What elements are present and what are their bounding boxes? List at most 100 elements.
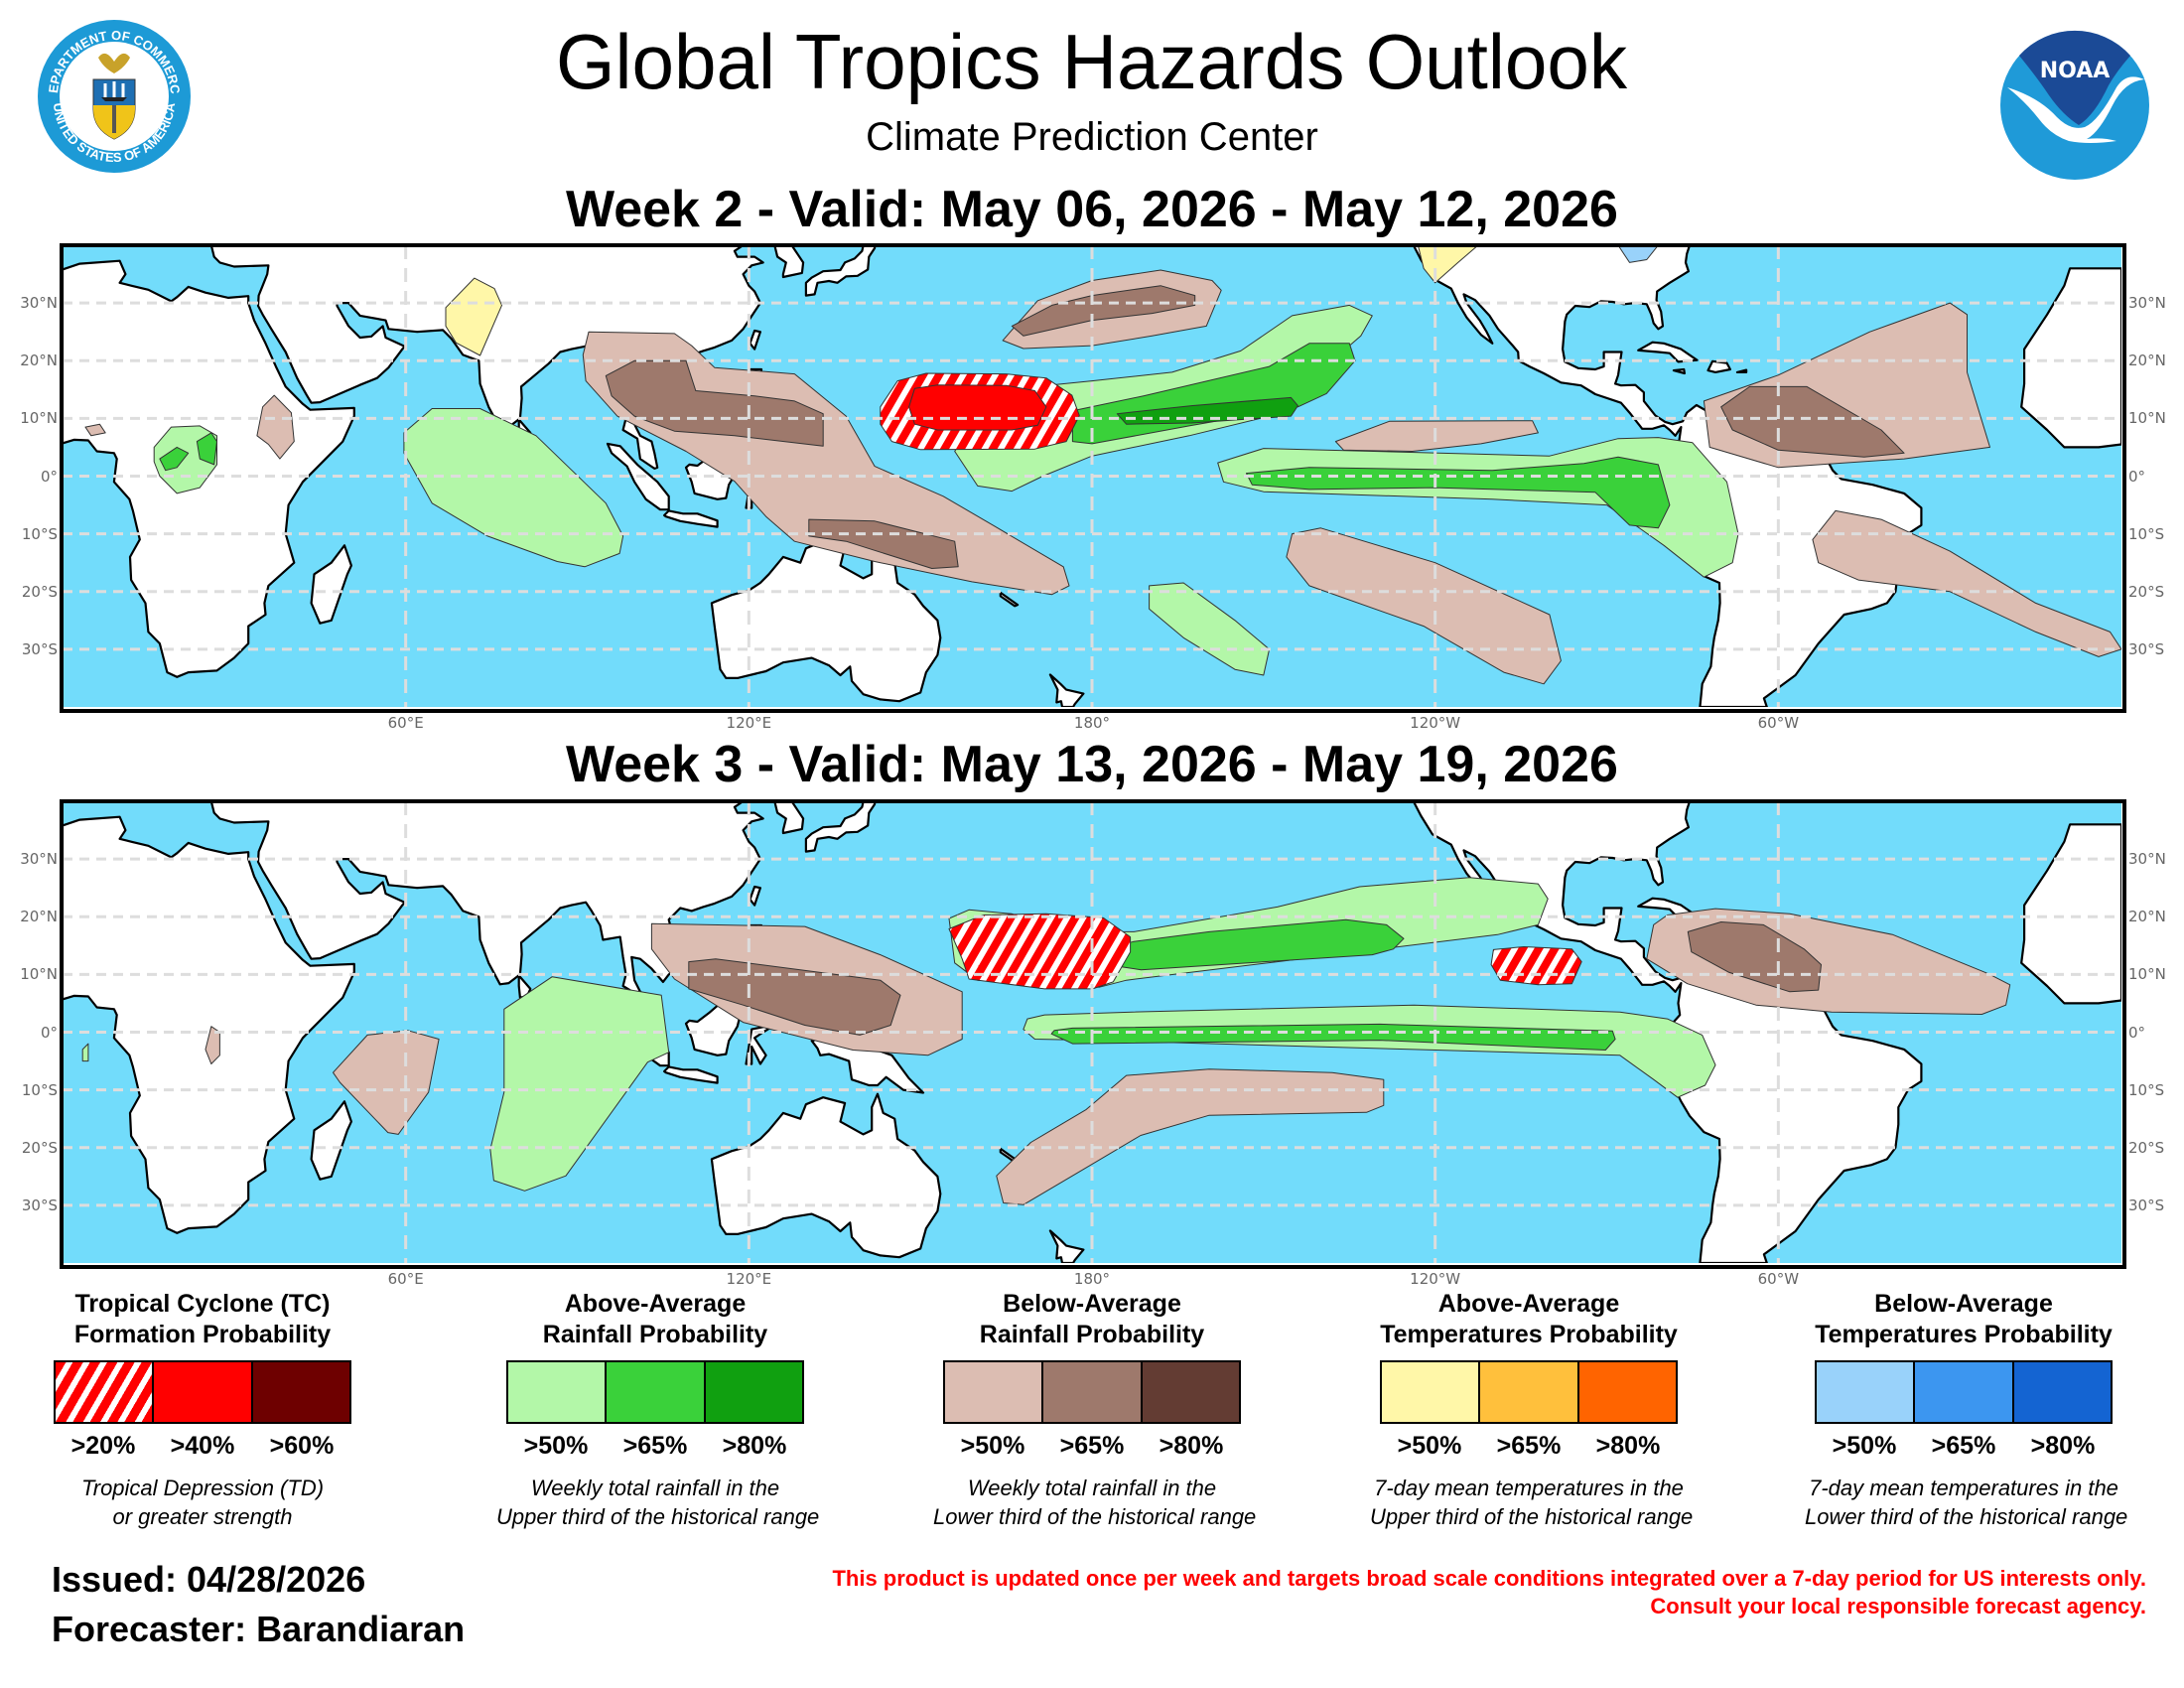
legend-threshold: >65% [1496, 1432, 1562, 1460]
hazard-rain-below-50 [1286, 527, 1562, 685]
lat-tick-label: 30°S [2128, 639, 2165, 658]
department-of-commerce-seal: DEPARTMENT OF COMMERCE UNITED STATES OF … [31, 6, 193, 175]
hazard-rain-above-65 [196, 432, 217, 466]
lon-tick-label: 120°E [726, 714, 772, 732]
hazard-tc-40 [908, 384, 1047, 431]
lat-tick-label: 20°N [20, 352, 58, 370]
hazard-rain-above-50 [403, 408, 624, 568]
lat-tick-label: 20°S [21, 582, 58, 601]
legend-rain-above: Above-Average Rainfall Probability >50% >65… [496, 1289, 819, 1531]
legend-swatch [252, 1362, 349, 1422]
forecaster-name: Forecaster: Barandiaran [52, 1609, 466, 1649]
hazard-rain-above-65 [1108, 918, 1405, 971]
legend-temp-above: Above-Average Temperatures Probability >50… [1370, 1289, 1693, 1531]
legend-threshold: >50% [523, 1432, 589, 1460]
legend-threshold: >40% [170, 1432, 235, 1460]
hazard-rain-above-65 [159, 446, 190, 472]
land-west-africa-east-edge [2020, 823, 2121, 1005]
legend-swatch [1043, 1362, 1143, 1422]
legend-swatch [154, 1362, 253, 1422]
hazard-rain-below-50 [996, 1068, 1385, 1205]
legend-swatch [1382, 1362, 1481, 1422]
hazard-rain-below-65 [1011, 285, 1196, 337]
land-java [662, 1065, 719, 1084]
lat-tick-label: 10°S [2128, 524, 2165, 543]
hazard-rain-below-50 [1334, 420, 1539, 452]
legend-swatches [1815, 1360, 2113, 1424]
legend-description: Weekly total rainfall in the Lower third … [933, 1476, 1257, 1529]
hazard-rain-above-50 [489, 976, 670, 1192]
lon-tick-label: 60°E [387, 714, 424, 732]
lat-tick-label: 10°S [21, 524, 58, 543]
issued-date: Issued: 04/28/2026 [52, 1559, 366, 1600]
legend-threshold: >65% [1059, 1432, 1125, 1460]
hazard-rain-below-65 [605, 359, 824, 447]
hazard-rain-above-50 [81, 1043, 89, 1062]
lat-tick-label: 10°N [20, 409, 58, 428]
lat-tick-label: 10°N [2128, 965, 2166, 984]
land-puerto-rico [1735, 368, 1748, 374]
land-jamaica [1672, 367, 1687, 375]
lon-tick-label: 60°E [387, 1270, 424, 1288]
legend-threshold: >65% [622, 1432, 688, 1460]
legend-description: 7-day mean temperatures in the Lower thir… [1805, 1476, 2128, 1529]
land-madagascar [310, 544, 352, 625]
lon-tick-label: 120°W [1410, 1270, 1461, 1288]
week3-title: Week 3 - Valid: May 13, 2026 - May 19, 2… [566, 736, 1618, 793]
legend-swatches [54, 1360, 351, 1424]
lat-tick-label: 20°N [2128, 908, 2166, 926]
hazard-rain-above-65 [1050, 1023, 1616, 1051]
legend-description: Tropical Depression (TD) or greater stren… [80, 1476, 325, 1529]
land-korea [773, 801, 805, 835]
legend-swatch [607, 1362, 706, 1422]
land-new-zealand [1048, 673, 1085, 707]
week2-map [63, 245, 2121, 707]
land-hispaniola [1706, 359, 1732, 374]
hazard-rain-below-65 [1720, 385, 1905, 458]
lat-tick-label: 0° [40, 467, 58, 486]
lat-tick-label: 20°S [2128, 1138, 2165, 1157]
legend-title: Above-Average [564, 1290, 747, 1318]
lon-tick-label: 120°E [726, 1270, 772, 1288]
legend-swatch [2013, 1362, 2111, 1422]
land-korea [773, 245, 805, 279]
legend-title: Tropical Cyclone (TC) [74, 1290, 331, 1318]
page-subtitle: Climate Prediction Center [866, 115, 1318, 159]
legend-title: Temperatures Probability [1380, 1321, 1678, 1348]
legend-title: Temperatures Probability [1815, 1321, 2113, 1348]
legend-tc: Tropical Cyclone (TC) Formation Probabili… [44, 1289, 361, 1531]
noaa-icon: NOAA [2000, 30, 2149, 180]
land-new-zealand [1048, 1229, 1085, 1263]
lat-tick-label: 10°S [21, 1080, 58, 1099]
hazard-rain-below-65 [688, 958, 901, 1036]
hazard-tc-20 [948, 913, 1132, 990]
land-cuba [1637, 341, 1699, 363]
hazard-rain-above-50 [1149, 582, 1271, 676]
legend-threshold: >50% [1832, 1432, 1897, 1460]
lon-tick-label: 180° [1073, 1270, 1111, 1288]
legend-swatch [1578, 1362, 1676, 1422]
disclaimer-line-1: This product is updated once per week an… [832, 1566, 2146, 1591]
legend-swatch [1915, 1362, 2014, 1422]
land-west-africa-east-edge [2020, 267, 2121, 449]
legend-title: Below-Average [1874, 1290, 2053, 1318]
legend-swatch [945, 1362, 1044, 1422]
lon-tick-label: 180° [1073, 714, 1111, 732]
land-madagascar [310, 1100, 352, 1181]
land-taiwan [749, 329, 762, 351]
lon-tick-label: 60°W [1757, 714, 1800, 732]
legend-threshold: >65% [1931, 1432, 1996, 1460]
week3-map [63, 801, 2121, 1263]
seal-icon: DEPARTMENT OF COMMERCE UNITED STATES OF … [31, 6, 191, 173]
land-new-caledonia [999, 591, 1020, 608]
lat-tick-label: 0° [40, 1023, 58, 1042]
lat-tick-label: 10°N [2128, 409, 2166, 428]
legend-title: Above-Average [1437, 1290, 1620, 1318]
svg-text:NOAA: NOAA [2040, 59, 2111, 83]
lat-tick-label: 30°S [21, 639, 58, 658]
page-title: Global Tropics Hazards Outlook [556, 18, 1628, 105]
lat-tick-label: 10°S [2128, 1080, 2165, 1099]
hazard-rain-below-50 [256, 394, 295, 460]
lat-tick-label: 30°S [2128, 1196, 2165, 1214]
lat-tick-label: 30°N [20, 294, 58, 313]
